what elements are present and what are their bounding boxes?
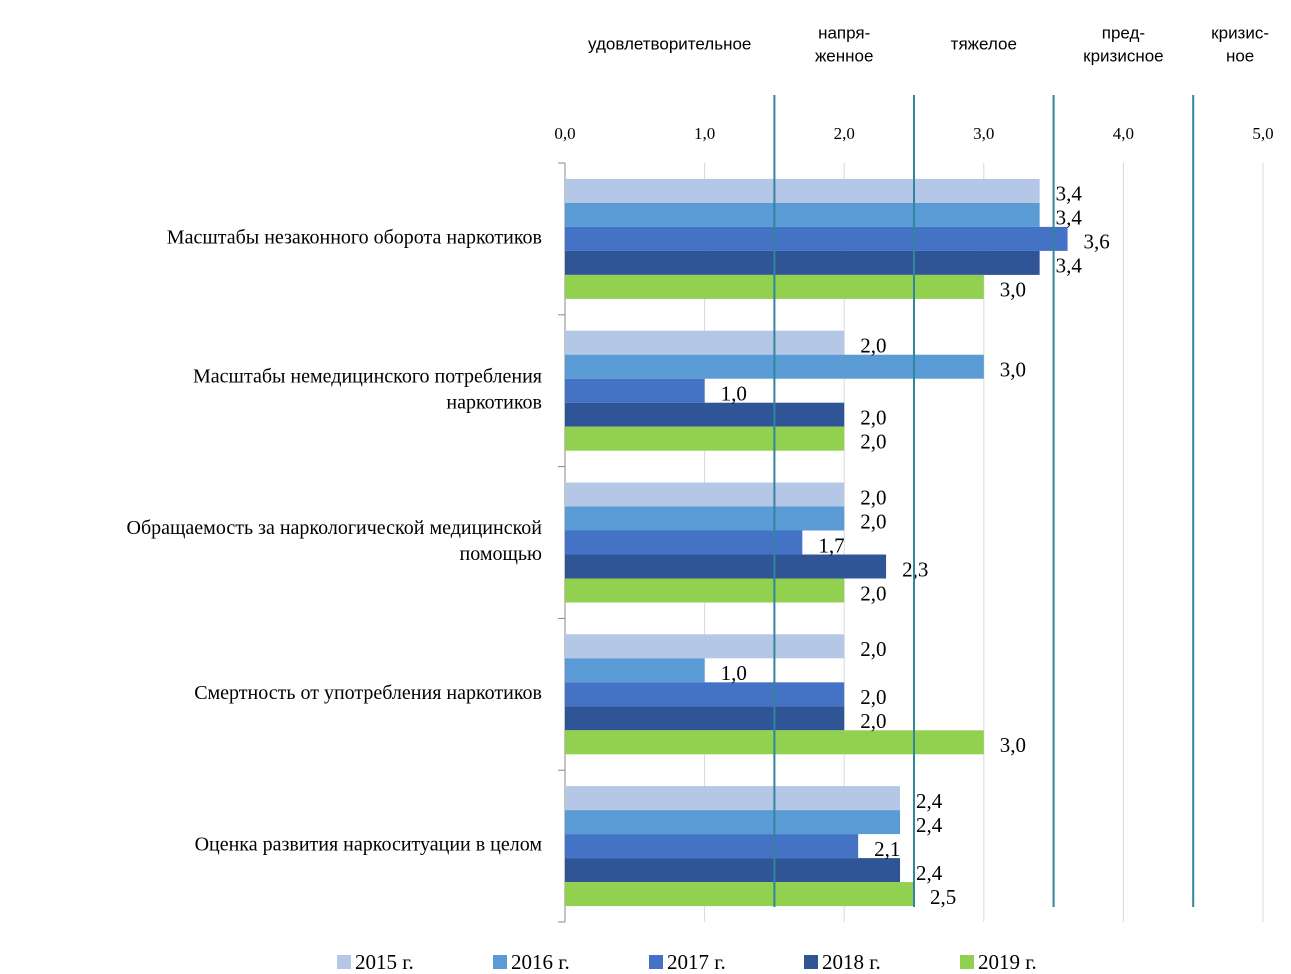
value-label: 1,0 [721, 661, 747, 685]
legend-label: 2015 г. [355, 950, 414, 974]
value-label: 1,0 [721, 382, 747, 406]
category-label: наркотиков [446, 391, 542, 413]
bar [565, 578, 845, 603]
legend-label: 2016 г. [511, 950, 570, 974]
bar [565, 330, 845, 355]
bar [565, 226, 1068, 251]
legend-label: 2019 г. [978, 950, 1037, 974]
value-label: 2,4 [916, 861, 943, 885]
bar [565, 858, 901, 883]
x-tick-label: 1,0 [694, 124, 715, 143]
value-label: 1,7 [818, 533, 844, 557]
bar [565, 402, 845, 427]
value-label: 2,0 [860, 685, 886, 709]
value-label: 2,0 [860, 637, 886, 661]
value-label: 3,4 [1056, 254, 1083, 278]
zone-label: тяжелое [951, 34, 1017, 53]
legend-swatch [649, 955, 663, 969]
value-label: 3,4 [1056, 206, 1083, 230]
bar [565, 378, 705, 403]
category-label: Обращаемость за наркологической медицинс… [127, 517, 543, 539]
bar [565, 682, 845, 707]
bar [565, 506, 845, 531]
bar [565, 554, 887, 579]
legend-label: 2017 г. [667, 950, 726, 974]
value-label: 2,4 [916, 789, 943, 813]
legend-swatch [960, 955, 974, 969]
legend-swatch [337, 955, 351, 969]
value-label: 2,0 [860, 509, 886, 533]
bar [565, 706, 845, 731]
bar [565, 426, 845, 451]
category-label: Масштабы незаконного оборота наркотиков [167, 226, 542, 248]
value-label: 2,0 [860, 406, 886, 430]
bar [565, 834, 859, 859]
value-label: 2,3 [902, 557, 928, 581]
x-tick-label: 2,0 [834, 124, 855, 143]
bar [565, 786, 901, 811]
category-label: помощью [460, 543, 543, 565]
bar [565, 810, 901, 835]
value-label: 2,1 [874, 837, 900, 861]
bar [565, 202, 1040, 227]
value-label: 2,0 [860, 334, 886, 358]
x-tick-label: 4,0 [1113, 124, 1134, 143]
bar [565, 530, 803, 555]
x-tick-label: 5,0 [1252, 124, 1273, 143]
zone-label: пред- [1102, 23, 1145, 42]
category-label: Масштабы немедицинского потребления [193, 365, 542, 387]
category-label: Смертность от употребления наркотиков [194, 682, 542, 704]
bar [565, 482, 845, 507]
value-label: 3,0 [1000, 358, 1026, 382]
bar [565, 634, 845, 659]
value-label: 3,6 [1084, 230, 1110, 254]
zone-label: ное [1226, 46, 1254, 65]
zone-label: женное [815, 46, 874, 65]
x-tick-label: 3,0 [973, 124, 994, 143]
bar [565, 658, 705, 683]
zone-label: кризисное [1083, 46, 1163, 65]
zone-label: удовлетворительное [588, 34, 751, 53]
zone-label: напря- [818, 23, 870, 42]
value-label: 2,0 [860, 430, 886, 454]
value-label: 3,4 [1056, 182, 1083, 206]
value-label: 2,0 [860, 709, 886, 733]
value-label: 3,0 [1000, 278, 1026, 302]
zone-label: кризис- [1211, 23, 1269, 42]
value-label: 2,0 [860, 485, 886, 509]
category-label: Оценка развития наркоситуации в целом [195, 834, 543, 856]
bar [565, 178, 1040, 203]
legend-swatch [804, 955, 818, 969]
value-label: 2,5 [930, 885, 956, 909]
bar [565, 250, 1040, 275]
x-tick-label: 0,0 [554, 124, 575, 143]
value-label: 2,4 [916, 813, 943, 837]
legend-swatch [493, 955, 507, 969]
value-label: 2,0 [860, 581, 886, 605]
bar [565, 882, 914, 907]
value-label: 3,0 [1000, 733, 1026, 757]
legend-label: 2018 г. [822, 950, 881, 974]
